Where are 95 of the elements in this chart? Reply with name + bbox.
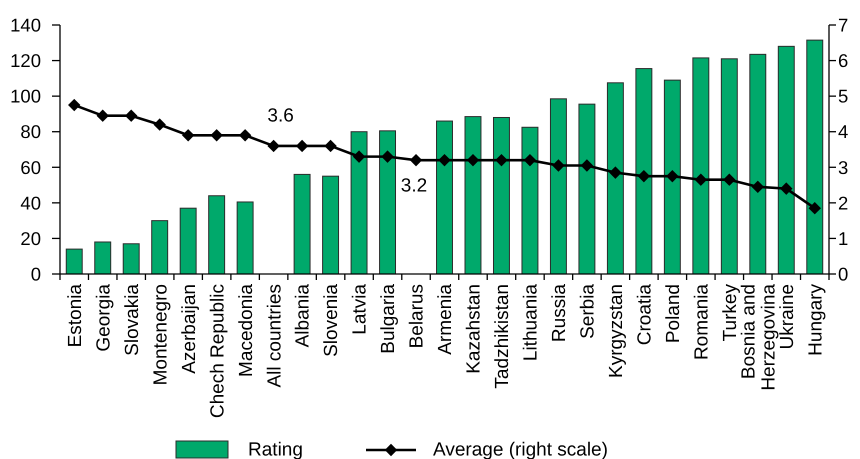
bar bbox=[122, 243, 140, 274]
y2-tick-label: 5 bbox=[838, 86, 848, 107]
point bbox=[666, 170, 679, 182]
point bbox=[552, 159, 565, 172]
point bbox=[153, 118, 166, 131]
bar bbox=[521, 126, 538, 274]
bar bbox=[550, 98, 567, 274]
point bbox=[324, 140, 337, 152]
y-tick-label: 100 bbox=[10, 86, 41, 107]
x-tick-label: Hungary bbox=[805, 284, 826, 356]
point bbox=[125, 110, 138, 122]
x-tick-label: Slovakia bbox=[122, 284, 143, 356]
bar bbox=[94, 241, 112, 274]
x-tick-label: Lithuania bbox=[520, 284, 542, 362]
x-tick-label: Russia bbox=[549, 284, 570, 342]
bar bbox=[464, 116, 482, 274]
bar bbox=[180, 208, 197, 274]
bar bbox=[578, 104, 596, 274]
x-tick-label: Albania bbox=[292, 284, 314, 348]
x-tick-label: Belarus bbox=[406, 284, 428, 348]
point bbox=[524, 154, 536, 166]
point bbox=[381, 150, 394, 163]
data-label: 3.6 bbox=[267, 105, 294, 126]
x-tick-label: Kyrgyzstan bbox=[606, 284, 628, 378]
data-label: 3.2 bbox=[400, 176, 428, 197]
y-tick-label: 120 bbox=[10, 50, 41, 72]
x-tick-label: Poland bbox=[663, 284, 684, 344]
point bbox=[296, 140, 308, 152]
x-tick-label: Macedonia bbox=[236, 284, 257, 377]
bar bbox=[492, 116, 510, 274]
y-tick-label: 80 bbox=[20, 121, 41, 142]
point bbox=[68, 98, 80, 112]
x-tick-label: Bulgaria bbox=[378, 284, 400, 354]
y-tick-label: 140 bbox=[10, 14, 41, 36]
point bbox=[780, 182, 792, 195]
point bbox=[352, 150, 366, 163]
x-tick-label: Chech Republic bbox=[207, 284, 228, 418]
point bbox=[808, 202, 821, 214]
point bbox=[723, 174, 736, 186]
x-tick-label: Tadzhikistan bbox=[492, 284, 514, 389]
point bbox=[694, 174, 708, 186]
y-tick-label: 40 bbox=[20, 192, 41, 214]
point bbox=[752, 180, 764, 194]
x-tick-label: Azerbaijan bbox=[178, 284, 200, 374]
point bbox=[638, 170, 650, 182]
y2-tick-label: 0 bbox=[838, 264, 848, 284]
bar bbox=[236, 201, 254, 274]
bar bbox=[664, 80, 681, 274]
point bbox=[495, 154, 508, 166]
point bbox=[210, 129, 223, 142]
point bbox=[580, 159, 594, 172]
bar bbox=[778, 46, 795, 274]
y2-tick-label: 6 bbox=[838, 50, 848, 72]
bar bbox=[379, 130, 396, 274]
y2-tick-label: 3 bbox=[838, 156, 848, 178]
point bbox=[410, 154, 422, 166]
bar bbox=[350, 131, 368, 274]
y2-tick-label: 4 bbox=[838, 121, 848, 142]
x-tick-label: Montenegro bbox=[150, 284, 172, 386]
point bbox=[96, 110, 109, 122]
point bbox=[238, 129, 252, 142]
bar bbox=[806, 40, 824, 274]
bar bbox=[151, 220, 168, 274]
bar bbox=[692, 57, 710, 274]
x-tick-label: Armenia bbox=[435, 284, 456, 355]
point bbox=[466, 154, 480, 166]
x-tick-label: Serbia bbox=[578, 284, 599, 339]
x-tick-label: Slovenia bbox=[321, 284, 342, 357]
x-tick-label: Romania bbox=[691, 284, 712, 360]
y2-tick-label: 7 bbox=[838, 14, 848, 36]
bar bbox=[720, 58, 738, 274]
y-tick-label: 0 bbox=[30, 264, 41, 284]
bar bbox=[322, 176, 340, 274]
bar bbox=[66, 248, 83, 274]
y2-tick-label: 2 bbox=[838, 192, 848, 214]
x-tick-label: Kazahstan bbox=[464, 284, 485, 374]
point bbox=[438, 154, 451, 166]
x-tick-label: Croatia bbox=[634, 284, 656, 346]
x-tick-label: Latvia bbox=[350, 284, 371, 335]
point bbox=[182, 129, 194, 142]
y-tick-label: 20 bbox=[20, 228, 41, 249]
point bbox=[609, 166, 622, 179]
bar bbox=[436, 120, 453, 274]
bar bbox=[208, 195, 226, 274]
x-tick-label: Estonia bbox=[64, 284, 86, 348]
bar bbox=[294, 174, 311, 274]
bar bbox=[749, 54, 766, 274]
point bbox=[267, 140, 280, 152]
y2-tick-label: 1 bbox=[838, 228, 848, 249]
x-tick-label: All countries bbox=[264, 284, 286, 388]
bar bbox=[635, 68, 652, 274]
x-tick-label: Georgia bbox=[93, 284, 114, 352]
bar bbox=[606, 82, 624, 274]
x-tick-label: Turkey bbox=[720, 284, 741, 342]
y-tick-label: 60 bbox=[20, 156, 41, 178]
